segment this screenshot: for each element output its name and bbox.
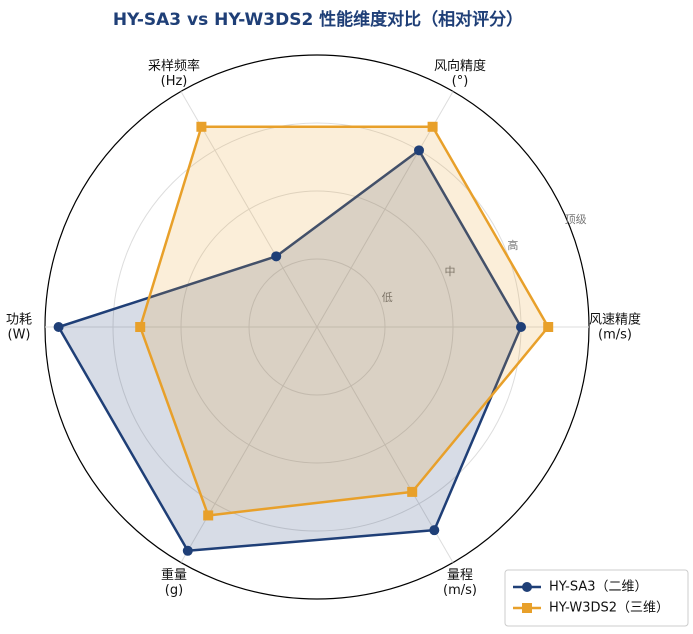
axis-unit: (Hz) <box>161 74 188 89</box>
axis-unit: (W) <box>8 328 31 343</box>
axis-unit: (g) <box>165 583 183 598</box>
legend-marker <box>522 582 532 592</box>
axis-unit: (°) <box>452 74 469 89</box>
marker <box>135 322 146 332</box>
r-tick-label: 低 <box>382 291 393 304</box>
marker <box>182 545 193 556</box>
r-tick-label: 中 <box>445 265 456 278</box>
marker <box>196 121 207 132</box>
axis-label: 采样频率 <box>148 58 200 74</box>
spoke <box>180 326 318 563</box>
marker <box>53 322 64 332</box>
chart-title: HY-SA3 vs HY-W3DS2 性能维度对比（相对评分） <box>113 9 523 30</box>
marker <box>516 322 526 332</box>
axis-unit: (m/s) <box>598 328 632 343</box>
marker <box>203 510 214 521</box>
legend-box <box>504 569 689 627</box>
axis-label: 风速精度 <box>589 312 641 328</box>
r-tick-label: 顶级 <box>565 213 587 226</box>
axis-label: 功耗 <box>6 313 32 328</box>
marker <box>407 486 418 497</box>
marker <box>414 145 424 156</box>
marker <box>429 525 440 536</box>
legend-marker <box>522 603 532 613</box>
legend-label: HY-W3DS2（三维） <box>549 601 669 616</box>
axis-label: 量程 <box>447 568 473 583</box>
marker <box>543 322 554 332</box>
axis-label: 风向精度 <box>434 58 486 74</box>
legend-label: HY-SA3（二维） <box>549 580 648 595</box>
series-area <box>138 125 550 517</box>
r-tick-label: 高 <box>507 238 518 252</box>
marker <box>271 251 282 262</box>
marker <box>427 121 438 132</box>
axis-label: 重量 <box>161 567 187 583</box>
axis-unit: (m/s) <box>443 583 477 598</box>
spoke <box>316 326 454 563</box>
